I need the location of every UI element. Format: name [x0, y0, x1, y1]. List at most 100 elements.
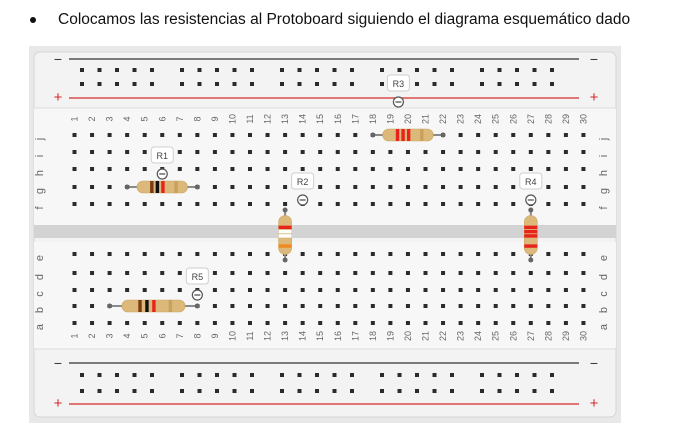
- resistor-r1-pin: [194, 184, 200, 190]
- terminal-hole: [142, 321, 147, 325]
- terminal-hole: [142, 271, 147, 275]
- terminal-hole: [493, 304, 498, 308]
- rail-hole: [150, 389, 154, 393]
- terminal-hole: [441, 304, 446, 308]
- rail-hole: [80, 389, 84, 393]
- resistor-r4-band: [524, 225, 538, 230]
- column-number-top: 16: [333, 114, 343, 124]
- terminal-hole: [90, 252, 95, 256]
- column-number-bottom: 22: [438, 331, 448, 341]
- terminal-hole: [160, 321, 165, 325]
- column-number-bottom: 4: [122, 333, 132, 338]
- terminal-hole: [353, 150, 358, 154]
- resistor-r3-label: R3: [393, 79, 405, 89]
- terminal-hole: [528, 321, 533, 325]
- rail-hole: [350, 82, 354, 86]
- rail-hole: [532, 389, 537, 393]
- resistor-r1-label-box: [150, 146, 174, 164]
- row-label-b: b: [34, 307, 46, 313]
- terminal-hole: [230, 252, 235, 256]
- terminal-hole: [546, 252, 551, 256]
- terminal-hole: [353, 202, 358, 206]
- resistor-r1-label: R1: [156, 151, 168, 161]
- terminal-hole: [563, 288, 568, 292]
- terminal-hole: [423, 271, 428, 275]
- terminal-hole: [177, 167, 182, 171]
- column-number-top: 14: [298, 114, 308, 124]
- column-number-bottom: 9: [210, 333, 220, 338]
- terminal-hole: [370, 185, 375, 189]
- resistor-r5-band: [145, 300, 149, 312]
- terminal-hole: [212, 304, 217, 308]
- terminal-hole: [441, 252, 446, 256]
- terminal-hole: [546, 271, 551, 275]
- terminal-hole: [405, 167, 410, 171]
- rail-hole: [397, 389, 402, 393]
- resistor-r5-pin: [107, 303, 113, 309]
- terminal-hole: [300, 167, 305, 171]
- rail-hole: [480, 82, 484, 86]
- column-number-bottom: 19: [385, 331, 395, 341]
- terminal-hole: [212, 288, 217, 292]
- column-number-top: 10: [227, 114, 237, 124]
- terminal-hole: [353, 321, 358, 325]
- terminal-hole: [212, 321, 217, 325]
- column-number-top: 19: [385, 114, 395, 124]
- terminal-hole: [142, 288, 147, 292]
- terminal-hole: [72, 202, 77, 206]
- terminal-hole: [546, 202, 551, 206]
- rail-hole: [497, 68, 502, 72]
- rail-hole: [232, 373, 237, 377]
- terminal-hole: [405, 150, 410, 154]
- terminal-hole: [581, 304, 586, 308]
- terminal-hole: [405, 202, 410, 206]
- terminal-hole: [563, 304, 568, 308]
- instruction-line: Colocamos las resistencias al Protoboard…: [30, 9, 630, 31]
- instruction-text: Colocamos las resistencias al Protoboard…: [58, 11, 631, 28]
- terminal-hole: [353, 185, 358, 189]
- rail-hole: [515, 389, 519, 393]
- terminal-hole: [230, 288, 235, 292]
- terminal-hole: [335, 288, 340, 292]
- row-label-g-right: g: [598, 188, 610, 194]
- terminal-hole: [125, 133, 130, 137]
- terminal-hole: [72, 321, 77, 325]
- terminal-hole: [212, 167, 217, 171]
- rail-hole: [497, 389, 502, 393]
- terminal-hole: [283, 133, 288, 137]
- rail-hole: [550, 68, 554, 72]
- terminal-hole: [405, 185, 410, 189]
- terminal-hole: [370, 271, 375, 275]
- row-label-i: i: [34, 155, 46, 157]
- column-number-bottom: 5: [140, 333, 150, 338]
- terminal-hole: [90, 202, 95, 206]
- terminal-hole: [177, 288, 182, 292]
- rail-hole: [297, 68, 302, 72]
- bullet-icon: [30, 17, 36, 23]
- column-number-top: 28: [543, 114, 553, 124]
- terminal-hole: [476, 185, 481, 189]
- rail-hole: [480, 389, 484, 393]
- terminal-hole: [423, 304, 428, 308]
- rail-hole: [80, 68, 84, 72]
- terminal-hole: [511, 304, 516, 308]
- resistor-r2-band: [278, 234, 292, 238]
- rail-hole: [115, 389, 119, 393]
- terminal-hole: [493, 252, 498, 256]
- terminal-hole: [212, 202, 217, 206]
- column-number-bottom: 3: [105, 333, 115, 338]
- column-number-bottom: 28: [543, 331, 553, 341]
- column-number-top: 5: [140, 116, 150, 121]
- terminal-hole: [318, 202, 323, 206]
- terminal-hole: [283, 321, 288, 325]
- terminal-hole: [72, 150, 77, 154]
- row-label-e-right: e: [598, 255, 610, 261]
- rail-hole: [397, 373, 402, 377]
- rail-hole: [232, 68, 237, 72]
- terminal-hole: [423, 252, 428, 256]
- terminal-hole: [177, 133, 182, 137]
- terminal-hole: [423, 202, 428, 206]
- rail-hole: [450, 373, 454, 377]
- column-number-bottom: 24: [473, 331, 483, 341]
- terminal-hole: [300, 252, 305, 256]
